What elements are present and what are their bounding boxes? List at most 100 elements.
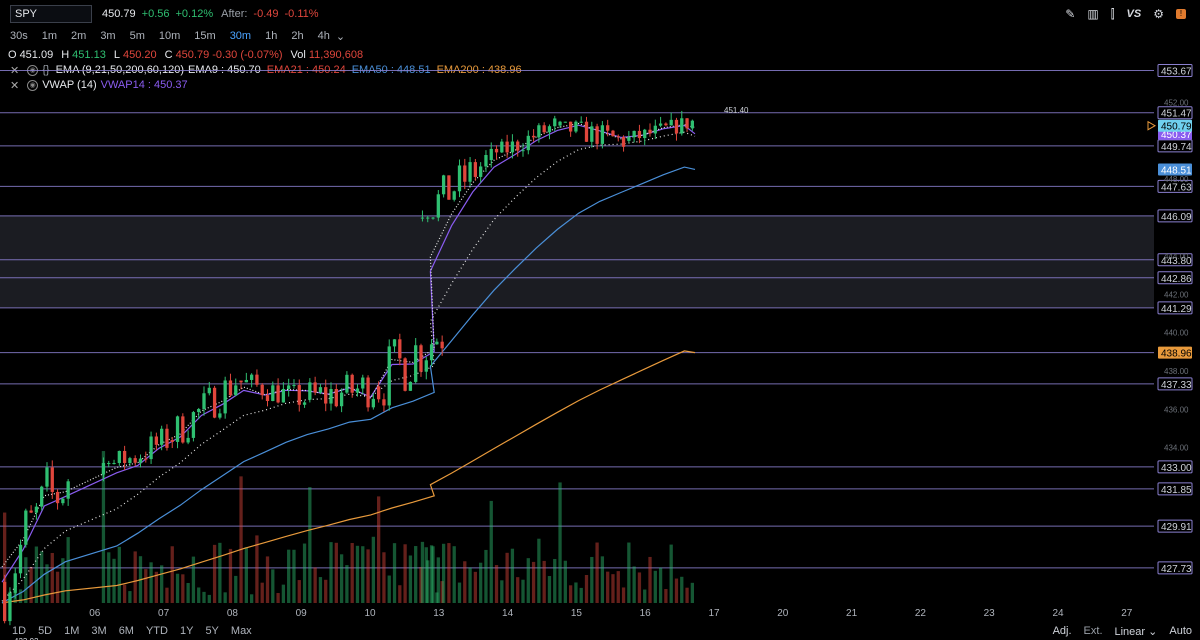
close-icon[interactable]: ✕ [10, 64, 20, 77]
ema200-price-badge: 438.96 [1161, 349, 1192, 360]
bar-chart-icon[interactable]: ▥ [1087, 7, 1099, 21]
x-tick-label: 13 [433, 608, 445, 619]
tab-timeframe-1h[interactable]: 1h [265, 30, 278, 42]
candle-body [313, 382, 317, 393]
candles-icon[interactable]: ⫿ [1110, 7, 1115, 21]
close-icon[interactable]: ✕ [10, 79, 20, 92]
extended-hours-toggle[interactable]: Ext. [1083, 624, 1103, 637]
candle-body [197, 409, 201, 413]
tab-timeframe-10m[interactable]: 10m [158, 30, 181, 42]
candle-body [403, 358, 407, 391]
tab-timeframe-30m[interactable]: 30m [229, 30, 252, 42]
range-max[interactable]: Max [230, 625, 252, 637]
symbol-input[interactable] [10, 5, 92, 23]
candle-body [590, 126, 594, 142]
volume-bar [186, 582, 190, 603]
tab-timeframe-30s[interactable]: 30s [10, 30, 28, 42]
tab-timeframe-1m[interactable]: 1m [41, 30, 58, 42]
candle-body [249, 374, 254, 380]
candle-body [457, 165, 462, 192]
volume-bar [669, 544, 673, 603]
compare-vs-icon[interactable]: VS [1126, 8, 1142, 20]
pencil-icon[interactable]: ✎ [1065, 7, 1076, 21]
candle-body [447, 175, 451, 200]
scale-select[interactable]: Linear ⌄ [1115, 625, 1158, 638]
candle-body [547, 126, 552, 133]
candle-body [479, 166, 483, 177]
tab-timeframe-3m[interactable]: 3m [100, 30, 116, 42]
level-label-box [1157, 482, 1193, 496]
x-tick-label: 10 [364, 608, 376, 619]
candle-body [228, 380, 233, 396]
volume-bar [387, 575, 391, 603]
range-1y[interactable]: 1Y [179, 625, 194, 637]
y-tick-label: 442.00 [1164, 290, 1189, 299]
level-label-box [1157, 561, 1193, 575]
volume-bar [366, 549, 370, 603]
ema-name[interactable]: EMA (9,21,50,200,60,120) [55, 64, 185, 76]
tab-timeframe-4h[interactable]: 4h [317, 30, 330, 42]
vwap-price-badge: 450.37 [1161, 130, 1192, 141]
candle-body [690, 120, 694, 129]
after-hours-pct: -0.11% [284, 8, 319, 20]
candle-body [632, 130, 636, 138]
volume-bar [260, 582, 264, 603]
tab-timeframe-2h[interactable]: 2h [291, 30, 304, 42]
level-label: 449.74 [1161, 142, 1192, 153]
y-tick-label: 448.00 [1164, 175, 1189, 184]
vwap-name[interactable]: VWAP (14) [42, 79, 97, 91]
range-6m[interactable]: 6M [118, 625, 134, 637]
tab-timeframe-15m[interactable]: 15m [194, 30, 216, 42]
volume-bar [505, 552, 509, 603]
candle-body [61, 498, 65, 504]
candle-body [526, 135, 530, 151]
candle-body [542, 125, 546, 133]
candle-body [516, 141, 520, 151]
level-label-box [1157, 106, 1193, 120]
volume-bar [218, 542, 222, 603]
volume-bar [144, 569, 148, 603]
candle-body [8, 592, 12, 622]
volume-bar [223, 592, 227, 603]
close-label: C [164, 49, 173, 61]
volume-bar [457, 582, 462, 603]
candle-body [521, 150, 525, 152]
alert-icon[interactable]: ! [1176, 9, 1186, 19]
x-tick-label: 22 [915, 608, 927, 619]
after-hours-change: -0.49 [253, 8, 279, 20]
range-3m[interactable]: 3M [91, 625, 107, 637]
auto-scale-toggle[interactable]: Auto [1169, 624, 1192, 637]
candle-body [429, 344, 434, 361]
volume-bar [24, 557, 28, 603]
chevron-down-icon[interactable]: ⌄ [335, 30, 346, 43]
range-5d[interactable]: 5D [38, 625, 53, 637]
range-5y[interactable]: 5Y [205, 625, 219, 637]
range-1m[interactable]: 1M [64, 625, 80, 637]
level-label-box [1157, 460, 1193, 474]
tab-timeframe-5m[interactable]: 5m [129, 30, 145, 42]
level-label-box [1157, 301, 1193, 315]
volume-bar [371, 536, 375, 603]
code-icon[interactable]: {} [42, 64, 50, 76]
candle-body [339, 392, 344, 407]
x-tick-label: 06 [89, 608, 101, 619]
vwap-price-badge-box [1158, 127, 1192, 140]
volume-bar [281, 584, 286, 603]
volume-bar [426, 560, 430, 603]
x-tick-label: 16 [640, 608, 652, 619]
settings-gear-icon[interactable]: ⚙ [1153, 7, 1164, 21]
candle-body [160, 428, 164, 445]
adjusted-toggle[interactable]: Adj. [1052, 624, 1072, 637]
candle-body [334, 388, 338, 407]
visibility-icon[interactable]: ◉ [27, 64, 39, 76]
range-ytd[interactable]: YTD [145, 625, 168, 637]
visibility-icon[interactable]: ◉ [27, 79, 39, 91]
candle-body [107, 463, 111, 465]
range-1d[interactable]: 1D [12, 625, 27, 637]
candle-body [287, 385, 291, 389]
tab-timeframe-2m[interactable]: 2m [71, 30, 87, 42]
candle-body [50, 467, 54, 492]
candle-body [637, 130, 642, 139]
volume-bar [680, 576, 684, 603]
